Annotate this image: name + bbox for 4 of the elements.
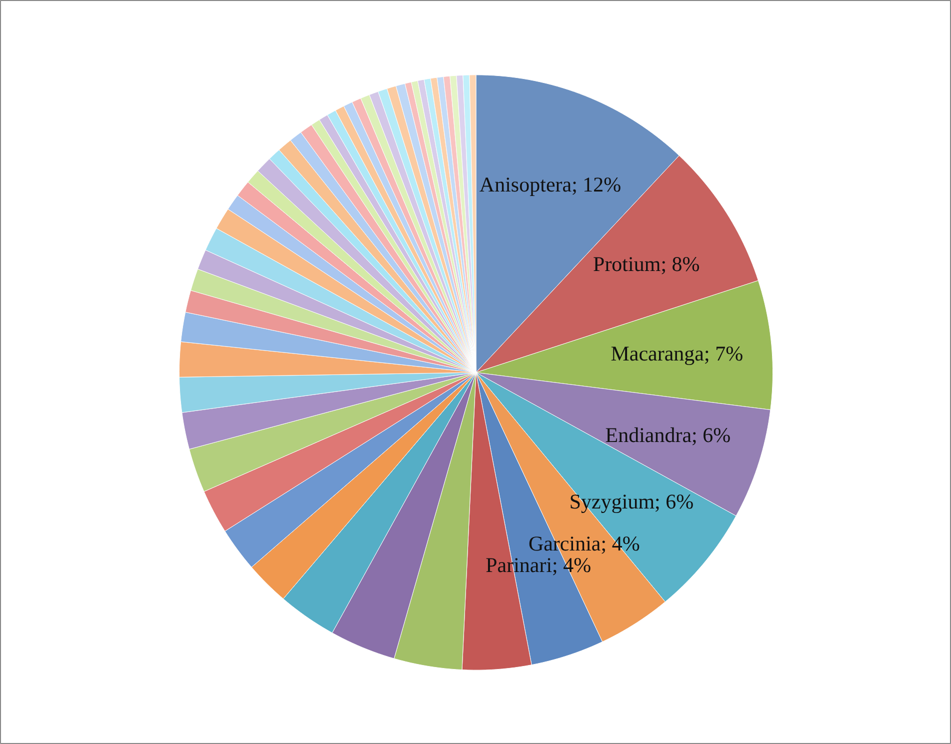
slice-label: Anisoptera; 12%	[479, 172, 622, 196]
slice-label: Protium; 8%	[593, 252, 700, 276]
slice-label: Macaranga; 7%	[610, 341, 744, 366]
slice-label: Endiandra; 6%	[605, 423, 731, 448]
